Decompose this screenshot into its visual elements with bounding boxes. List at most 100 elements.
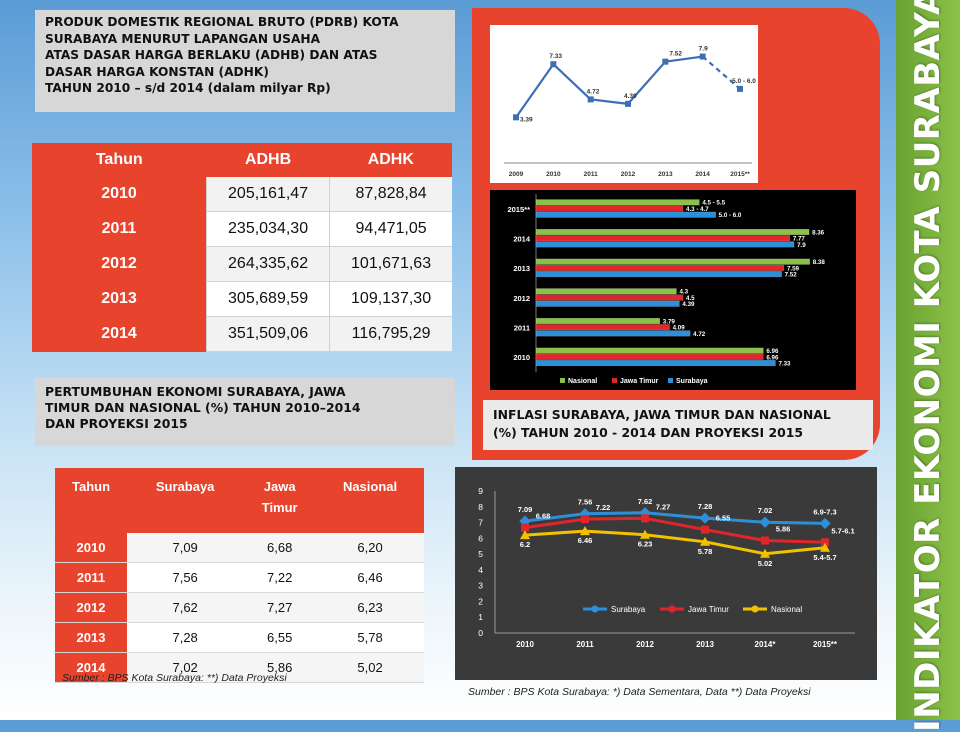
inflation-title-line: (%) TAHUN 2010 - 2014 DAN PROYEKSI 2015	[493, 425, 803, 440]
bar-value-label: 7.52	[785, 271, 798, 278]
bar-value-label: 4.5	[686, 295, 695, 302]
growth-title-line: TIMUR DAN NASIONAL (%) TAHUN 2010–2014	[45, 400, 361, 415]
legend-entry: Nasional	[771, 605, 802, 614]
data-label: 5.0 - 6.0	[732, 78, 756, 85]
bar	[535, 330, 691, 337]
x-tick-label: 2010	[546, 171, 561, 178]
y-tick-label: 1	[478, 612, 483, 622]
side-title: INDIKATOR EKONOMI KOTA SURABAYA	[908, 0, 948, 732]
x-tick-label: 2013	[696, 640, 714, 649]
growth-jatim-cell: 6,68	[243, 533, 317, 563]
data-label: 5.4-5.7	[813, 553, 836, 562]
bar	[535, 294, 684, 301]
table-row: 2012 7,62 7,27 6,23	[55, 592, 424, 623]
bar-chart-svg: 2015** 4.5 - 5.54.3 - 4.7 5.0 - 6.0 2014 8.3…	[507, 194, 825, 385]
growth-chart-svg: 0 1 2 3 4 5 6 7 8 9 2010 2011 2012 2013 2014* 2015** 7.0…	[478, 486, 855, 649]
data-label: 6.23	[638, 540, 653, 549]
data-point-marker	[761, 536, 769, 545]
inflation-line-segment	[552, 63, 592, 101]
data-label: 5.78	[698, 547, 713, 556]
data-point-marker	[699, 512, 711, 524]
data-point-marker	[521, 523, 529, 532]
data-label: 7.28	[698, 502, 713, 511]
data-point-marker	[640, 529, 650, 539]
growth-surabaya-cell: 7,28	[127, 622, 244, 653]
data-label: 7.56	[578, 498, 593, 507]
x-tick-label: 2010	[516, 640, 534, 649]
bar	[535, 228, 810, 236]
bar-value-label: 4.72	[693, 331, 706, 338]
inflation-bar-chart: 2015** 4.5 - 5.5 4.3 - 4.7 5.0 - 6.0 2014 8.3…	[490, 190, 856, 390]
x-tick-label: 2011	[576, 640, 594, 649]
bar-value-label: 6.96	[766, 354, 779, 361]
bar	[535, 205, 684, 212]
bar-value-label: 7.77	[793, 236, 806, 243]
growth-header-row: Tahun Surabaya Jawa Timur Nasional	[55, 468, 424, 533]
x-tick-label: 2012	[636, 640, 654, 649]
legend-marker	[591, 605, 599, 613]
growth-nasional-cell: 5,02	[316, 652, 424, 683]
y-tick-label: 8	[478, 502, 483, 512]
table-row: 2011 7,56 7,22 6,46	[55, 562, 424, 593]
pdrb-title-line: TAHUN 2010 – s/d 2014 (dalam milyar Rp)	[45, 81, 331, 95]
y-tick-label: 9	[478, 486, 483, 496]
bar	[535, 317, 661, 325]
data-label: 6.9-7.3	[813, 507, 836, 516]
data-label: 6.2	[520, 540, 530, 549]
growth-title: PERTUMBUHAN EKONOMI SURABAYA, JAWA TIMUR…	[35, 378, 455, 446]
data-point-marker	[581, 515, 589, 524]
x-tick-label: 2015**	[813, 640, 838, 649]
y-tick-label: 5	[478, 549, 483, 559]
table-row: 2013 305,689,59 109,137,30	[32, 281, 452, 317]
growth-header-jatim: Jawa Timur	[243, 468, 317, 533]
pdrb-adhk-cell: 94,471,05	[329, 211, 452, 247]
x-tick-label: 2009	[509, 171, 524, 178]
data-label: 3.39	[520, 116, 533, 123]
bar	[535, 271, 782, 278]
series-line	[524, 529, 826, 556]
y-tick-label: 4	[478, 565, 483, 575]
growth-jatim-cell: 7,27	[243, 592, 317, 623]
data-label: 6.46	[578, 536, 593, 545]
y-tick-label: 7	[478, 518, 483, 528]
table-row: 2013 7,28 6,55 5,78	[55, 622, 424, 653]
pdrb-title: PRODUK DOMESTIK REGIONAL BRUTO (PDRB) KO…	[35, 10, 455, 112]
data-point-marker	[580, 526, 590, 536]
legend-entry: Surabaya	[676, 378, 708, 385]
bar	[535, 300, 680, 307]
data-label: 5.7-6.1	[831, 526, 854, 535]
legend-marker	[751, 605, 759, 613]
bar	[535, 324, 670, 331]
pdrb-year-cell: 2013	[32, 281, 207, 317]
pdrb-adhb-cell: 351,509,06	[205, 316, 330, 352]
growth-nasional-cell: 6,46	[316, 562, 424, 593]
bar-value-label: 6.96	[766, 348, 779, 355]
y-tick-label: 3	[478, 581, 483, 591]
y-tick-label: 2015**	[507, 205, 530, 214]
y-tick-label: 0	[478, 628, 483, 638]
growth-year-cell: 2010	[55, 533, 127, 563]
pdrb-adhk-cell: 87,828,84	[329, 177, 452, 212]
bar-value-label: 4.3	[679, 289, 688, 296]
inflation-title-line: INFLASI SURABAYA, JAWA TIMUR DAN NASIONA…	[493, 407, 831, 422]
data-point-marker	[625, 100, 631, 107]
surabaya-inflation-line-chart: 3.39 2009 7.33 2010 4.72 2011 4.39 2012 7.52 2013…	[490, 25, 758, 183]
growth-surabaya-cell: 7,62	[127, 592, 244, 623]
growth-source-note: Sumber : BPS Kota Surabaya: **) Data Pro…	[62, 672, 287, 684]
data-label: 5.02	[758, 559, 773, 568]
x-tick-label: 2014*	[755, 640, 777, 649]
bar	[535, 258, 810, 265]
legend-swatch	[612, 378, 617, 383]
data-label: 7.52	[669, 51, 682, 58]
growth-line-chart: 0 1 2 3 4 5 6 7 8 9 2010 2011 2012 2013 2014* 2015** 7.0…	[455, 467, 877, 680]
growth-title-line: PERTUMBUHAN EKONOMI SURABAYA, JAWA	[45, 384, 346, 399]
x-tick-label: 2013	[658, 171, 673, 178]
pdrb-adhk-cell: 109,137,30	[329, 281, 452, 317]
table-row: 2010 7,09 6,68 6,20	[55, 533, 424, 563]
pdrb-header-row: Tahun ADHB ADHK	[32, 143, 452, 177]
data-point-marker	[760, 548, 770, 558]
data-point-marker	[821, 538, 829, 547]
growth-header-surabaya: Surabaya	[127, 468, 244, 533]
growth-year-cell: 2012	[55, 592, 127, 623]
data-label: 7.09	[518, 505, 533, 514]
